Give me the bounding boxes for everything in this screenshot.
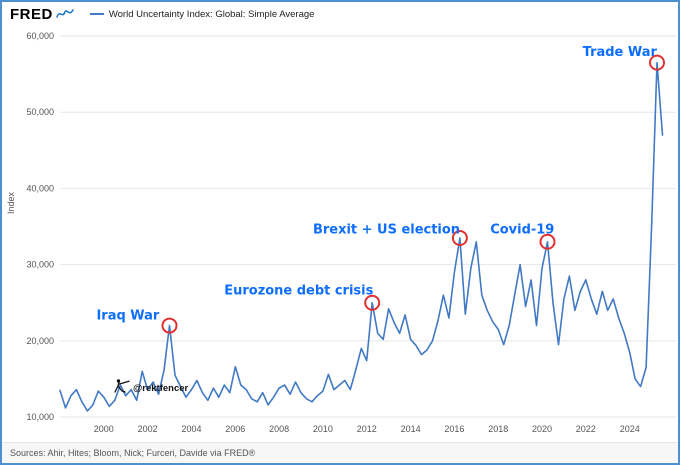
annotation-label: Iraq War (96, 309, 159, 324)
watermark-text: @rektfencer (133, 383, 189, 394)
x-tick-label: 2024 (620, 424, 640, 434)
y-tick-label: 30,000 (27, 260, 54, 270)
x-tick-label: 2004 (182, 424, 202, 434)
y-tick-label: 50,000 (27, 107, 54, 117)
annotation-label: Trade War (583, 45, 658, 60)
fred-logo-text: FRED (10, 5, 53, 23)
fred-logo-squiggle-icon (56, 9, 74, 18)
series-line (59, 61, 664, 412)
legend-label: World Uncertainty Index: Global: Simple … (108, 8, 315, 20)
x-tick-label: 2012 (357, 424, 377, 434)
y-tick-label: 60,000 (27, 31, 54, 41)
chart-region: Index 10,000 20,000 30,000 40,000 50,000 60,0… (2, 26, 678, 442)
x-tick-label: 2000 (94, 424, 114, 434)
y-tick-label: 10,000 (27, 412, 54, 422)
x-tick-label: 2002 (138, 424, 158, 434)
x-tick-label: 2014 (401, 424, 421, 434)
annotation-label: Brexit + US election (313, 223, 460, 238)
chart-header: FRED World Uncertainty Index: Global: Si… (2, 2, 678, 26)
watermark: @rektfencer (112, 378, 188, 394)
annotation-circle (649, 54, 665, 71)
sources-text: Sources: Ahir, Hites; Bloom, Nick; Furce… (10, 448, 256, 458)
legend-line-swatch (89, 13, 104, 15)
y-tick-label: 40,000 (27, 183, 54, 193)
annotation-label: Eurozone debt crisis (224, 284, 373, 299)
x-tick-label: 2006 (225, 424, 245, 434)
annotation-circle (451, 230, 468, 246)
annotation-label: Covid-19 (490, 223, 554, 238)
plot-area[interactable]: 10,000 20,000 30,000 40,000 50,000 60,000 2000… (2, 26, 678, 442)
x-tick-label: 2016 (444, 424, 464, 434)
annotation-circle (364, 294, 381, 311)
x-tick-label: 2020 (532, 424, 552, 434)
x-tick-label: 2008 (269, 424, 289, 434)
x-tick-label: 2022 (576, 424, 596, 434)
y-tick-label: 20,000 (27, 336, 54, 346)
x-tick-label: 2018 (488, 424, 508, 434)
x-tick-label: 2010 (313, 424, 333, 434)
series-legend: World Uncertainty Index: Global: Simple … (89, 8, 315, 20)
annotation-circle (539, 233, 556, 250)
annotation-circle (161, 317, 178, 334)
fencer-icon (114, 379, 130, 393)
fred-logo[interactable]: FRED (10, 6, 74, 23)
chart-footer: Sources: Ahir, Hites; Bloom, Nick; Furce… (2, 442, 678, 463)
